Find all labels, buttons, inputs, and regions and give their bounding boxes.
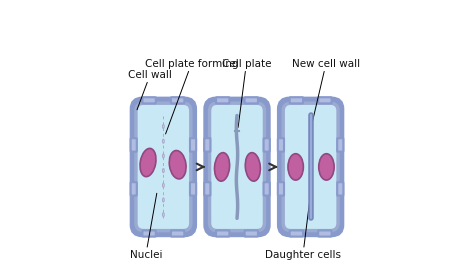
FancyBboxPatch shape xyxy=(264,182,270,196)
FancyBboxPatch shape xyxy=(216,97,229,103)
FancyBboxPatch shape xyxy=(133,100,193,234)
FancyBboxPatch shape xyxy=(131,138,137,152)
FancyBboxPatch shape xyxy=(190,182,196,196)
Text: Nuclei: Nuclei xyxy=(129,193,162,260)
FancyBboxPatch shape xyxy=(290,97,303,103)
Text: CELL PLATE: CELL PLATE xyxy=(147,10,327,38)
FancyBboxPatch shape xyxy=(337,138,343,152)
FancyBboxPatch shape xyxy=(278,182,284,196)
FancyBboxPatch shape xyxy=(283,103,338,231)
FancyBboxPatch shape xyxy=(131,182,137,196)
FancyBboxPatch shape xyxy=(318,230,332,237)
FancyBboxPatch shape xyxy=(245,230,258,237)
FancyBboxPatch shape xyxy=(264,138,270,152)
Ellipse shape xyxy=(163,213,164,217)
FancyBboxPatch shape xyxy=(278,138,284,152)
Ellipse shape xyxy=(163,139,164,143)
FancyBboxPatch shape xyxy=(290,230,303,237)
FancyBboxPatch shape xyxy=(204,138,210,152)
Ellipse shape xyxy=(163,183,164,187)
FancyBboxPatch shape xyxy=(337,182,343,196)
FancyBboxPatch shape xyxy=(171,230,184,237)
Text: Cell wall: Cell wall xyxy=(128,70,172,110)
Ellipse shape xyxy=(163,154,164,158)
FancyBboxPatch shape xyxy=(281,100,341,234)
Ellipse shape xyxy=(245,153,260,181)
Text: New cell wall: New cell wall xyxy=(292,59,360,125)
Ellipse shape xyxy=(163,198,164,202)
FancyBboxPatch shape xyxy=(207,100,267,234)
Ellipse shape xyxy=(319,154,334,180)
Ellipse shape xyxy=(163,169,164,173)
FancyBboxPatch shape xyxy=(142,230,156,237)
FancyBboxPatch shape xyxy=(245,97,258,103)
FancyBboxPatch shape xyxy=(210,103,264,231)
FancyBboxPatch shape xyxy=(142,97,156,103)
FancyBboxPatch shape xyxy=(216,230,229,237)
FancyBboxPatch shape xyxy=(190,138,196,152)
Ellipse shape xyxy=(288,154,303,180)
FancyBboxPatch shape xyxy=(171,97,184,103)
Ellipse shape xyxy=(140,148,156,177)
Text: Cell plate: Cell plate xyxy=(222,59,271,127)
FancyBboxPatch shape xyxy=(318,97,332,103)
FancyBboxPatch shape xyxy=(136,103,191,231)
FancyBboxPatch shape xyxy=(204,182,210,196)
Ellipse shape xyxy=(163,125,164,128)
Ellipse shape xyxy=(169,151,186,179)
Ellipse shape xyxy=(215,153,229,181)
Text: Cell plate forming: Cell plate forming xyxy=(145,59,238,134)
Text: Daughter cells: Daughter cells xyxy=(265,193,341,260)
